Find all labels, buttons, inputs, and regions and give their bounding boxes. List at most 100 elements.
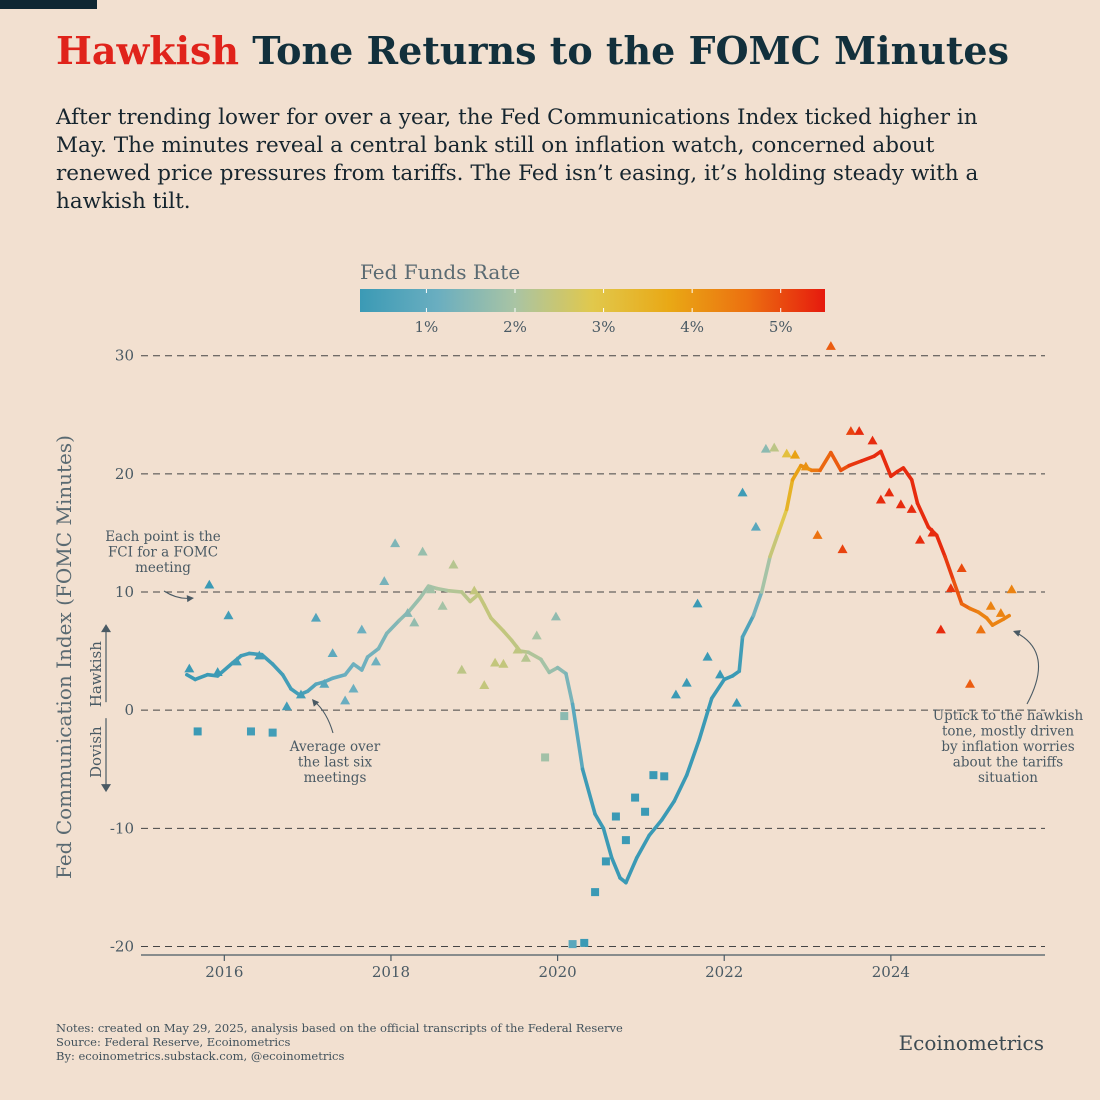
fci-point-dovish [568,940,577,949]
fci-point-hawkish [867,435,878,445]
color-scale-tick-label: 3% [592,318,616,336]
fci-point-dovish [541,753,550,762]
x-tick-label: 2022 [705,963,743,981]
fci-point-hawkish [812,530,823,539]
average-line-segment [934,533,947,559]
fci-point-dovish [621,836,630,845]
average-line-segment [434,586,452,593]
annotation-uptick-arrow [1014,631,1040,705]
fci-point-hawkish [975,624,986,634]
fci-point-hawkish [295,689,306,699]
fci-point-hawkish [348,683,359,693]
color-scale-bar [360,289,825,312]
fci-point-dovish [246,727,255,736]
fci-point-hawkish [390,538,401,548]
y-tick-label: -20 [110,937,134,955]
average-line-segment [776,507,789,535]
fci-point-dovish [631,793,640,802]
average-line-segment [447,589,464,594]
dovish-arrow-head [101,784,111,793]
average-line-segment [580,767,597,816]
average-line-segment [418,584,431,600]
average-line-segment [476,592,487,607]
title-highlight: Hawkish [56,28,240,73]
average-line-segment [818,450,833,473]
color-scale-tick-label: 4% [680,318,704,336]
average-line-segment [601,826,614,860]
fci-point-hawkish [356,624,367,634]
average-line-segment [909,477,920,506]
average-line-segment [737,635,745,673]
average-line-segment [193,672,210,682]
fci-point-hawkish [956,563,967,572]
average-line-segment [365,646,381,659]
fci-point-hawkish [469,585,480,595]
average-line-segment [751,590,764,618]
fci-point-hawkish [512,644,523,654]
y-tick-label: 10 [115,583,134,601]
average-line-segment [709,677,727,701]
y-tick-label: 30 [115,347,134,365]
fci-point-hawkish [915,534,926,544]
fci-point-hawkish [184,663,195,673]
fci-point-hawkish [825,341,836,350]
fci-point-dovish [580,938,589,947]
page-title: Hawkish Tone Returns to the FOMC Minutes [56,28,1009,73]
fci-point-dovish [641,807,650,816]
annotation-uptick: Uptick to the hawkish tone, mostly driven… [933,708,1084,786]
gridlines: 30 20 10 0 -10 -20 [110,347,1045,955]
fci-point-hawkish [681,677,692,687]
color-scale: Fed Funds Rate 1% 2% 3% 4% 5% [360,260,825,336]
fci-point-dovish [611,812,620,821]
fci-point-hawkish [750,521,761,531]
average-line-segment [539,657,552,675]
average-line [185,449,1011,885]
footer-notes: Notes: created on May 29, 2025, analysis… [56,1021,623,1063]
fci-point-hawkish [370,656,381,666]
average-line-segment [343,662,356,677]
annotation-average: Average over the last six meetings [289,739,381,786]
brand-name: Ecoinometrics [898,1031,1044,1055]
color-scale-tick-label: 2% [503,318,527,336]
annotation-average-arrow-head [312,699,320,707]
average-line-segment [847,459,864,468]
average-line-segment [407,596,422,613]
average-line-segment [526,650,543,662]
byline: By: ecoinometrics.substack.com, @ecoinom… [56,1049,345,1063]
fci-point-hawkish [204,579,215,589]
average-line-segment [943,554,956,583]
average-line-segment [1001,613,1011,621]
fci-point-dovish [560,712,569,721]
fci-point-hawkish [670,689,681,699]
dovish-label: Dovish [87,726,105,778]
fci-point-hawkish [479,680,490,689]
average-line-segment [305,682,318,694]
source-line: Source: Federal Reserve, Ecoinometrics [56,1035,291,1049]
annotations: Each point is the FCI for a FOMC meeting Av… [105,529,1083,786]
fci-point-hawkish [498,658,509,668]
fci-point-hawkish [425,584,436,594]
fci-point-hawkish [769,442,780,452]
average-line-segment [330,672,347,681]
page-subtitle: After trending lower for over a year, th… [56,105,979,214]
hawkish-arrow-head [101,624,111,633]
fci-point-hawkish [254,650,265,660]
fci-point-hawkish [737,487,748,497]
fci-point-hawkish [327,648,338,658]
fci-point-hawkish [437,600,448,610]
average-line-segment [768,531,781,559]
fci-point-hawkish [409,617,420,627]
fci-point-hawkish [935,624,946,634]
average-line-segment [879,449,893,479]
hawkish-label: Hawkish [87,641,105,707]
average-line-segment [829,450,843,473]
fci-point-hawkish [692,598,703,608]
average-line-segment [915,501,931,529]
fci-point-hawkish [456,664,467,674]
average-line-segment [593,812,606,831]
color-scale-tick-label: 1% [415,318,439,336]
fci-point-hawkish [212,667,223,676]
fci-point-dovish [660,772,669,781]
average-line-segment [570,702,585,772]
average-line-segment [697,696,714,742]
